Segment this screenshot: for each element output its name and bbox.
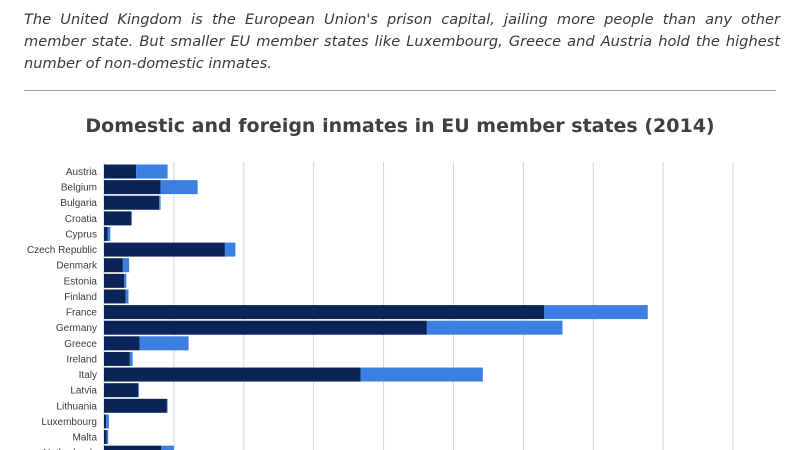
intro-text: The United Kingdom is the European Union… [24,11,780,72]
bar-series-1 [104,320,427,335]
bar-series-1 [104,180,161,195]
category-label: Netherlands [43,448,97,450]
bar-series-1 [104,445,162,450]
category-label: Latvia [70,386,97,397]
bar-series-2 [129,351,133,366]
bar-series-2 [138,383,139,398]
bar-series-1 [104,211,132,226]
bar-series-1 [104,242,225,257]
category-label: Estonia [64,276,98,287]
bar-series-2 [107,226,111,241]
bar-series-2 [106,430,109,445]
category-label: Belgium [61,183,97,194]
bar-series-2 [360,367,483,382]
bar-series-1 [104,367,361,382]
category-label: Cyprus [65,229,97,240]
bar-series-1 [104,351,130,366]
bar-series-2 [544,305,648,320]
category-label: Malta [73,433,98,444]
bar-series-2 [131,211,132,226]
bar-series-2 [161,445,174,450]
bar-series-1 [104,273,125,288]
bar-series-2 [124,273,127,288]
category-label: Italy [79,370,97,381]
category-label: Czech Republic [27,245,97,256]
category-label: Greece [64,339,97,350]
category-labels: Austria Belgium Bulgaria Croatia Cyprus Czech… [27,167,98,450]
category-label: Bulgaria [60,198,97,209]
category-label: Germany [56,323,97,334]
bar-series-2 [122,258,130,273]
bar-series-2 [125,289,129,304]
bar-series-2 [106,414,109,429]
bar-series-1 [104,430,107,445]
category-label: France [66,308,98,319]
bar-series-1 [104,336,140,351]
bar-series-2 [159,195,161,210]
bar-series-1 [104,195,160,210]
bar-series-2 [426,320,563,335]
category-label: Ireland [66,354,97,365]
bar-series-2 [166,398,168,413]
bar-series-1 [104,289,126,304]
bar-series-1 [104,383,139,398]
bar-series-1 [104,258,123,273]
bar-series-2 [139,336,189,351]
bar-series-1 [104,226,108,241]
bar-series-2 [224,242,236,257]
bar-series-1 [104,164,137,179]
bar-series-2 [160,180,198,195]
category-label: Denmark [56,261,98,272]
bar-series-1 [104,398,167,413]
bars [104,164,648,450]
divider [24,90,776,91]
category-label: Croatia [65,214,98,225]
category-label: Luxembourg [41,417,97,428]
bar-series-2 [136,164,168,179]
bar-series-1 [104,414,107,429]
category-label: Lithuania [56,401,97,412]
bar-series-1 [104,305,545,320]
chart-title: Domestic and foreign inmates in EU membe… [85,115,715,137]
category-label: Austria [66,167,98,178]
category-label: Finland [64,292,97,303]
